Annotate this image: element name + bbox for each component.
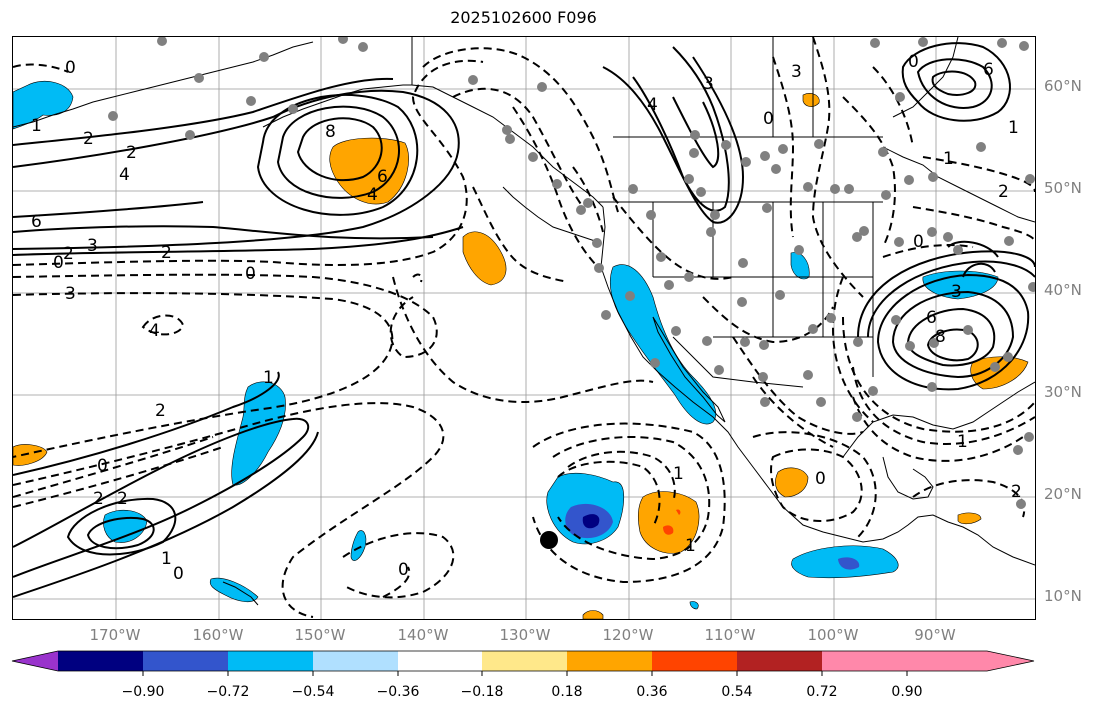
colorbar-tick-label: 0.54 xyxy=(721,684,753,700)
lon-label: 110°W xyxy=(704,626,756,644)
colorbar-segment xyxy=(907,651,987,671)
colorbar-segment xyxy=(58,651,143,671)
contour-label: 3 xyxy=(65,284,76,304)
colorbar-tick-label: 0.18 xyxy=(551,684,583,700)
colorbar-tick-label: −0.90 xyxy=(121,684,165,700)
lon-label: 130°W xyxy=(499,626,551,644)
colorbar-segment xyxy=(12,651,58,671)
contour-label: 0 xyxy=(65,58,76,78)
contour-label: 0 xyxy=(763,109,774,129)
contour-label: 2 xyxy=(83,129,94,149)
contour-label: 1 xyxy=(161,549,172,569)
contour-label: 1 xyxy=(31,116,42,136)
chart-title: 2025102600 F096 xyxy=(450,8,597,27)
positive-shading xyxy=(13,93,1029,619)
lon-label: 140°W xyxy=(397,626,449,644)
contour-label: 1 xyxy=(1008,118,1019,138)
colorbar-tick-label: −0.72 xyxy=(206,684,250,700)
lon-label: 150°W xyxy=(294,626,346,644)
colorbar-tick-label: 0.90 xyxy=(891,684,923,700)
lat-label: 10°N xyxy=(1044,587,1082,605)
colorbar-outline xyxy=(11,650,1035,672)
contour-label: 0 xyxy=(815,469,826,489)
colorbar-segment xyxy=(567,651,652,671)
contour-label: 8 xyxy=(935,327,946,347)
contour-label: 1 xyxy=(957,432,968,452)
colorbar-tick-label: 0.72 xyxy=(806,684,838,700)
lat-label: 60°N xyxy=(1044,77,1082,95)
contour-label: 0 xyxy=(245,264,256,284)
contour-label: 0 xyxy=(908,52,919,72)
colorbar-ticks xyxy=(142,671,908,676)
contour-label: 2 xyxy=(117,489,128,509)
lat-label: 40°N xyxy=(1044,281,1082,299)
colorbar-tick-label: −0.54 xyxy=(291,684,335,700)
contour-label: 2 xyxy=(161,243,172,263)
contour-label: 6 xyxy=(377,167,388,187)
contour-label: 0 xyxy=(398,560,409,580)
dashed-contours xyxy=(13,37,1035,618)
contour-label: 3 xyxy=(703,74,714,94)
strongest-negative-shading xyxy=(582,514,600,529)
contour-label: 3 xyxy=(951,282,962,302)
negative-shading xyxy=(13,81,999,610)
contour-label: 4 xyxy=(149,321,160,341)
contour-label: 0 xyxy=(173,564,184,584)
colorbar-segment xyxy=(652,651,737,671)
typhoon-center-marker xyxy=(540,531,558,549)
contour-label: 1 xyxy=(943,149,954,169)
contour-label: 2 xyxy=(93,489,104,509)
lon-label: 120°W xyxy=(602,626,654,644)
contour-label: 1 xyxy=(685,536,696,556)
contour-label: 4 xyxy=(119,165,130,185)
lon-label: 100°W xyxy=(807,626,859,644)
colorbar xyxy=(11,650,1035,676)
contour-label: 3 xyxy=(87,236,98,256)
contour-label: 1 xyxy=(673,464,684,484)
contour-label: 4 xyxy=(647,95,658,115)
colorbar-tick-label: −0.18 xyxy=(460,684,504,700)
contour-label: 3 xyxy=(791,62,802,82)
colorbar-segment xyxy=(737,651,822,671)
colorbar-segment xyxy=(822,651,907,671)
map-canvas: 1 2 6 2 2 3 4 0 2 3 8 6 4 0 4 2 1 0 2 2 … xyxy=(13,37,1035,619)
colorbar-tick-label: 0.36 xyxy=(636,684,668,700)
colorbar-segment xyxy=(482,651,567,671)
contour-label: 2 xyxy=(155,401,166,421)
lat-label: 30°N xyxy=(1044,383,1082,401)
contour-label: 1 xyxy=(263,368,274,388)
contour-labels: 1 2 6 2 2 3 4 0 2 3 8 6 4 0 4 2 1 0 2 2 … xyxy=(31,52,1022,584)
contour-label: 8 xyxy=(325,122,336,142)
strong-positive-shading xyxy=(663,509,681,535)
colorbar-segment xyxy=(398,651,482,671)
lat-label: 20°N xyxy=(1044,485,1082,503)
contour-label: 2 xyxy=(998,182,1009,202)
lat-label: 50°N xyxy=(1044,179,1082,197)
contour-label: 6 xyxy=(31,212,42,232)
colorbar-segment xyxy=(987,651,1034,671)
contour-label: 0 xyxy=(913,232,924,252)
contour-label: 2 xyxy=(1011,482,1022,502)
contour-label: 6 xyxy=(926,308,937,328)
contour-label: 4 xyxy=(367,185,378,205)
contour-label: 2 xyxy=(63,244,74,264)
map-panel: 1 2 6 2 2 3 4 0 2 3 8 6 4 0 4 2 1 0 2 2 … xyxy=(12,36,1036,620)
contour-label: 2 xyxy=(126,143,137,163)
solid-contours xyxy=(13,42,1035,598)
contour-label: 0 xyxy=(97,456,108,476)
lon-label: 160°W xyxy=(192,626,244,644)
colorbar-segment xyxy=(143,651,228,671)
contour-label: 0 xyxy=(53,253,64,273)
colorbar-segment xyxy=(228,651,313,671)
colorbar-tick-label: −0.36 xyxy=(376,684,420,700)
lon-label: 90°W xyxy=(914,626,956,644)
lon-label: 170°W xyxy=(89,626,141,644)
station-dots xyxy=(108,37,1035,509)
contour-label: 6 xyxy=(983,60,994,80)
colorbar-segment xyxy=(313,651,398,671)
